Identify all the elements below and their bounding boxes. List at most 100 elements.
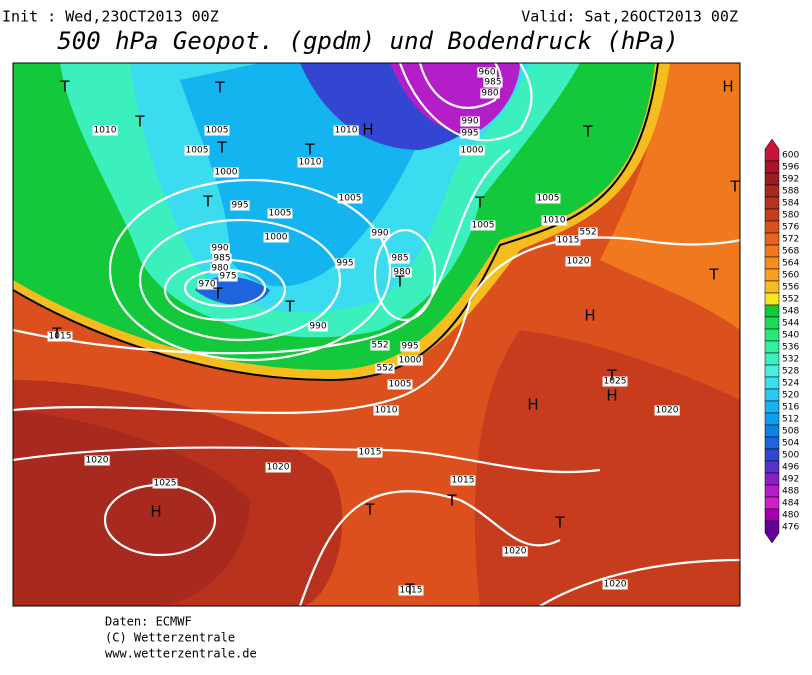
legend-cell: [764, 328, 780, 342]
pressure-center: T: [364, 501, 375, 519]
legend-label: 520: [782, 391, 799, 401]
isobar-label: 985: [484, 78, 501, 88]
isobar-label-bg: [152, 478, 178, 489]
isobar-label: 1000: [215, 168, 238, 178]
isobar-label-bg: [535, 193, 561, 204]
isobar-label: 1020: [604, 580, 627, 590]
isobar-label: 1015: [400, 586, 423, 596]
pressure-center: H: [722, 78, 733, 96]
legend-cell: [764, 138, 780, 162]
isobar-label-bg: [392, 267, 412, 278]
legend-label: 564: [782, 259, 799, 269]
isobar-label-bg: [210, 263, 230, 274]
isobar-label-bg: [92, 125, 118, 136]
init-time: Init : Wed,23OCT2013 00Z: [2, 8, 219, 26]
legend-cell: [764, 472, 780, 486]
isobar-label: 1010: [335, 126, 358, 136]
isobar-label-bg: [308, 321, 328, 332]
legend-label: 568: [782, 247, 799, 257]
isobar-label: 990: [461, 117, 478, 127]
isobar-label: 990: [371, 229, 388, 239]
legend-label: 484: [782, 499, 799, 509]
legend-label: 580: [782, 211, 799, 221]
legend-cell: [764, 292, 780, 306]
isobars: [13, 63, 740, 606]
pressure-center: T: [554, 514, 565, 532]
pressure-center: H: [150, 503, 161, 521]
isobar-label: 1020: [567, 257, 590, 267]
isobar-label-bg: [400, 341, 420, 352]
legend-label: 572: [782, 235, 799, 245]
isobar-label: 1010: [94, 126, 117, 136]
pressure-center: H: [606, 387, 617, 405]
isobar-label: 980: [211, 264, 228, 274]
legend-cell: [764, 280, 780, 294]
pressure-center: T: [404, 581, 415, 599]
legend-cell: [764, 304, 780, 318]
legend-label: 500: [782, 451, 799, 461]
legend-label: 576: [782, 223, 799, 233]
legend-cell: [764, 460, 780, 474]
isobar-label: 552: [371, 341, 388, 351]
pressure-center: H: [362, 121, 373, 139]
legend-cell: [764, 268, 780, 282]
footer-line: Daten: ECMWF: [105, 615, 192, 629]
isobar-label-bg: [398, 585, 424, 596]
isobar-label: 1005: [472, 221, 495, 231]
isobar-label-bg: [204, 125, 230, 136]
pressure-center: T: [729, 178, 740, 196]
legend-cell: [764, 484, 780, 498]
isobar-label-bg: [555, 235, 581, 246]
isobar-label-bg: [218, 271, 238, 282]
legend-label: 508: [782, 427, 799, 437]
isobar-label: 990: [211, 244, 228, 254]
isobar-label: 552: [579, 228, 596, 238]
legend-cell: [764, 256, 780, 270]
pressure-center: T: [51, 325, 62, 343]
legend-label: 552: [782, 295, 799, 305]
isobar-label-bg: [263, 232, 289, 243]
legend-label: 540: [782, 331, 799, 341]
isobar-label-bg: [267, 208, 293, 219]
isobar-label: 990: [309, 322, 326, 332]
legend-cell: [764, 364, 780, 378]
isobar-label-bg: [373, 405, 399, 416]
legend-cell: [764, 436, 780, 450]
isobar-label-bg: [397, 355, 423, 366]
isobar-label: 1015: [359, 448, 382, 458]
isobar-label-bg: [212, 253, 232, 264]
legend-cell: [764, 352, 780, 366]
isobar-label: 1015: [452, 476, 475, 486]
isobar-label-bg: [460, 116, 480, 127]
pressure-center: T: [582, 123, 593, 141]
legend-cell: [764, 316, 780, 330]
legend-label: 476: [782, 523, 799, 533]
legend-cell: [764, 220, 780, 234]
isobar-label-bg: [470, 220, 496, 231]
pressure-center: T: [708, 266, 719, 284]
isobar-label-bg: [357, 447, 383, 458]
isobar-label-bg: [483, 77, 503, 88]
isobar-label: 960: [478, 68, 495, 78]
legend-cell: [764, 388, 780, 402]
legend-cell: [764, 340, 780, 354]
isobar-label-bg: [459, 145, 485, 156]
legend-cell: [764, 196, 780, 210]
isobar-label: 980: [393, 268, 410, 278]
legend-cell: [764, 244, 780, 258]
isobar-label-bg: [375, 363, 395, 374]
warm-field-east: [474, 330, 740, 606]
valid-time: Valid: Sat,26OCT2013 00Z: [521, 8, 738, 26]
legend-label: 592: [782, 175, 799, 185]
isobar-label-bg: [265, 462, 291, 473]
isobar-label-bg: [502, 546, 528, 557]
isobar-label-bg: [47, 331, 73, 342]
pressure-center: T: [304, 141, 315, 159]
pressure-center: T: [212, 285, 223, 303]
isobar-label: 1020: [504, 547, 527, 557]
legend-cell: [764, 184, 780, 198]
isobar-label-bg: [370, 228, 390, 239]
isobar-label: 1005: [537, 194, 560, 204]
legend-label: 556: [782, 283, 799, 293]
isobar-label-bg: [210, 243, 230, 254]
